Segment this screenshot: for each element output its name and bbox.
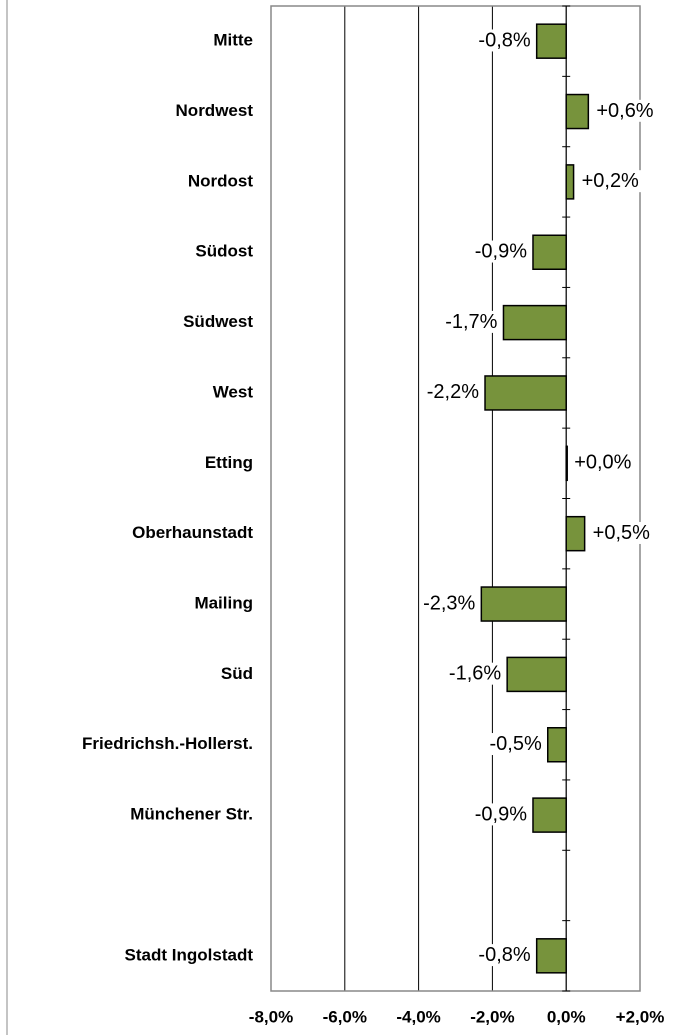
value-label: +0,6% <box>596 100 653 122</box>
x-tick-label: 0,0% <box>547 1007 586 1026</box>
value-label: +0,2% <box>582 170 639 192</box>
bar <box>565 164 575 200</box>
value-label: -2,3% <box>423 592 475 614</box>
y-tick-label: Südwest <box>183 312 253 331</box>
y-tick-label: Friedrichsh.-Hollerst. <box>82 734 253 753</box>
value-label-bg <box>472 240 530 263</box>
value-label-bg <box>572 451 634 474</box>
y-tick-label: Nordost <box>188 171 254 190</box>
bar <box>565 93 590 130</box>
y-tick-label: Etting <box>205 453 253 472</box>
y-tick-label: Stadt Ingolstadt <box>125 945 254 964</box>
x-tick-label: +2,0% <box>616 1007 665 1026</box>
plot-border <box>270 5 641 992</box>
y-tick-label: Münchener Str. <box>130 805 253 824</box>
value-label-bg <box>476 29 533 52</box>
value-label: -0,9% <box>475 241 527 263</box>
bar <box>535 23 567 59</box>
value-label-bg <box>476 944 533 967</box>
value-label: -2,2% <box>427 381 479 403</box>
y-tick-label: Süd <box>221 664 253 683</box>
value-label-bg <box>446 662 504 685</box>
bar <box>502 304 567 341</box>
bar <box>532 234 567 270</box>
x-tick-label: -4,0% <box>396 1007 440 1026</box>
y-tick-label: Südost <box>195 242 253 261</box>
x-tick-label: -2,0% <box>470 1007 514 1026</box>
y-tick-label: Oberhaunstadt <box>132 523 253 542</box>
value-label-bg <box>424 381 482 404</box>
value-label: +0,5% <box>593 522 650 544</box>
value-label: -0,8% <box>478 944 530 966</box>
y-tick-label: Mailing <box>194 594 253 613</box>
x-tick-label: -6,0% <box>323 1007 367 1026</box>
bar <box>547 727 567 763</box>
value-label: -0,9% <box>475 803 527 825</box>
bar <box>480 586 567 622</box>
value-label-bg <box>443 310 500 333</box>
bar <box>535 938 567 974</box>
bar <box>532 797 567 833</box>
y-tick-label: Nordwest <box>176 101 254 120</box>
y-tick-label: West <box>213 382 254 401</box>
bar <box>565 515 586 552</box>
value-label: -0,5% <box>490 733 542 755</box>
value-label-bg <box>590 521 653 544</box>
bar <box>506 656 567 693</box>
bar <box>565 445 568 482</box>
value-label: -0,8% <box>478 29 530 51</box>
value-label-bg <box>472 803 530 826</box>
value-label: -1,6% <box>449 663 501 685</box>
value-label-bg <box>594 99 656 122</box>
value-label-bg <box>421 592 478 615</box>
bar <box>484 375 567 411</box>
value-label: +0,0% <box>574 452 631 474</box>
value-label-bg <box>579 170 642 193</box>
y-tick-label: Mitte <box>213 31 253 50</box>
value-label-bg <box>487 733 544 756</box>
x-tick-label: -8,0% <box>249 1007 293 1026</box>
value-label: -1,7% <box>445 311 497 333</box>
